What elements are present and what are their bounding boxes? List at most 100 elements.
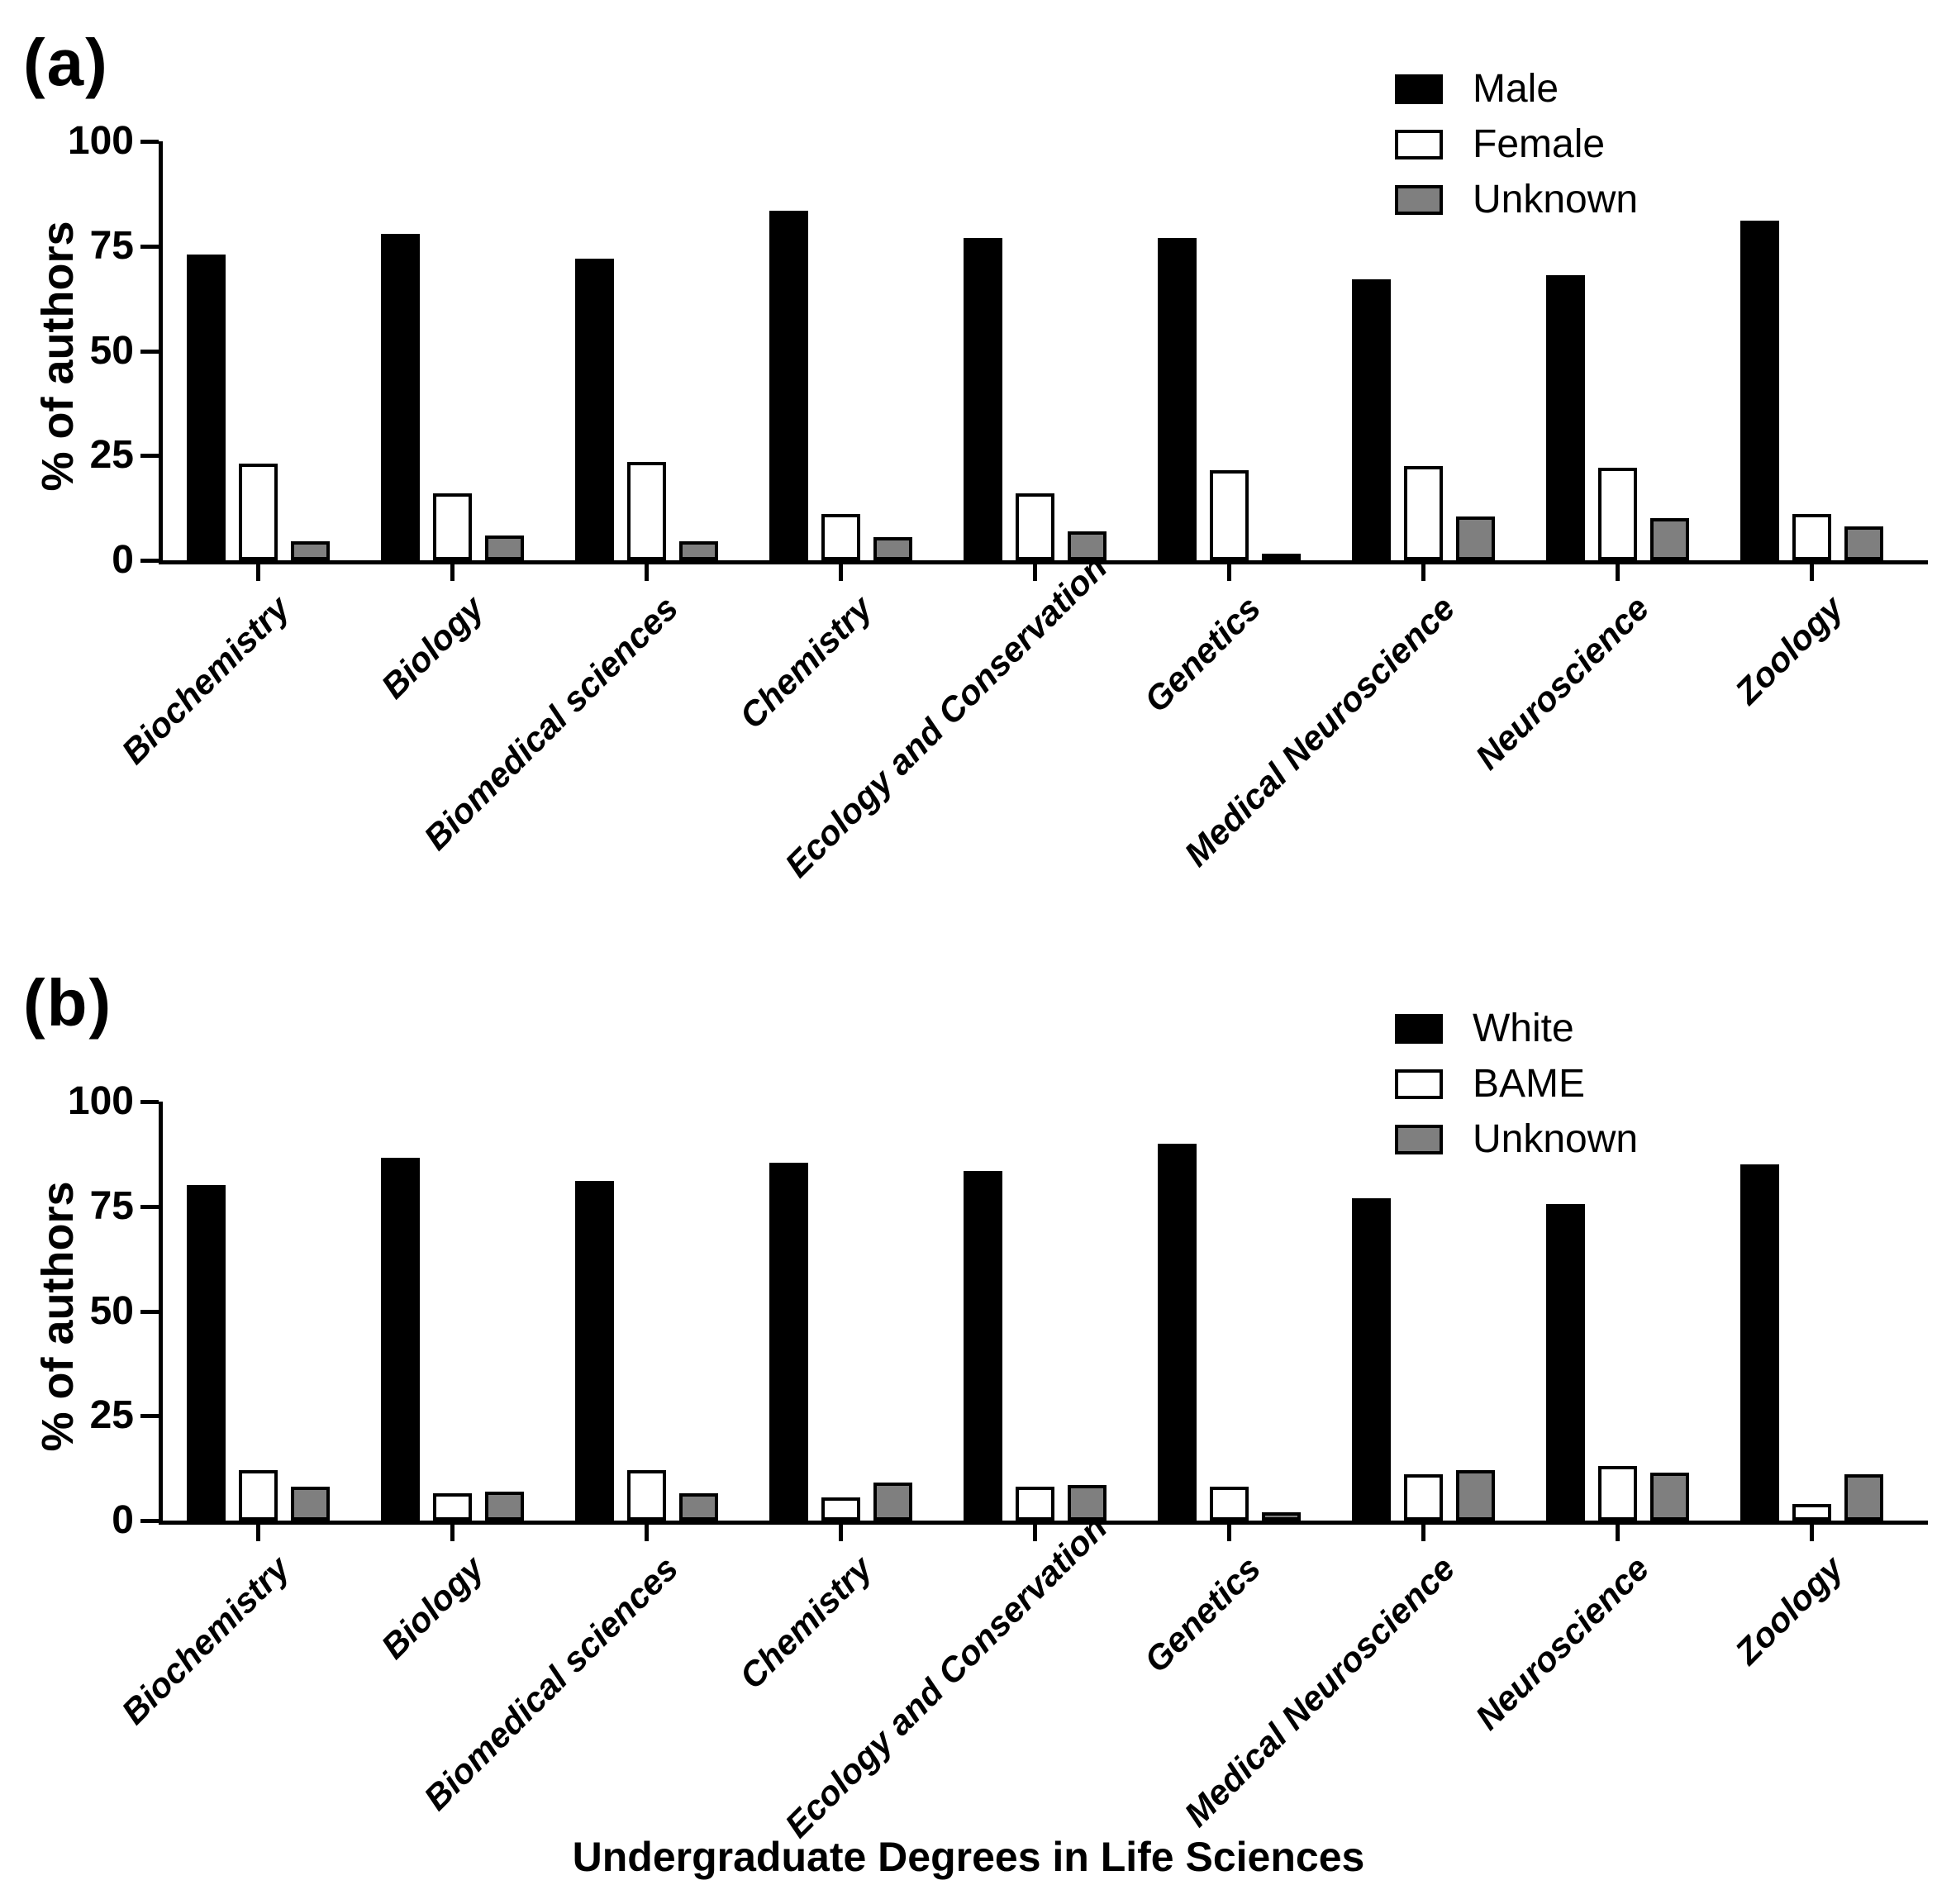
bar-bame-biomedical-sciences [626,1470,666,1521]
y-tick-label-100: 100 [67,119,134,163]
x-tick-mark [645,564,649,581]
legend-swatch-white [1395,1013,1443,1044]
x-tick-mark [1810,564,1814,581]
y-tick-label-25: 25 [89,433,134,478]
bar-male-biochemistry [186,254,226,560]
legend-label-female: Female [1473,122,1606,166]
bar-unknown-medical-neuroscience [1455,1470,1495,1521]
x-tick-mark [1227,564,1231,581]
bar-unknown-biomedical-sciences [678,1493,718,1521]
bar-white-biomedical-sciences [574,1181,614,1521]
y-tick-label-75: 75 [89,223,134,268]
bar-female-biomedical-sciences [626,461,666,560]
bar-male-zoology [1739,221,1779,560]
y-tick-label-100: 100 [67,1079,134,1123]
legend-row-bame: BAME [1395,1061,1585,1107]
bar-bame-zoology [1792,1503,1831,1521]
bar-unknown-chemistry [873,1483,912,1521]
x-tick-mark [1421,564,1425,581]
y-tick-label-50: 50 [89,1288,134,1333]
legend-swatch-unknown [1395,184,1443,215]
bar-unknown-biochemistry [290,1487,330,1521]
bar-unknown-biochemistry [290,541,330,560]
legend-swatch-female [1395,129,1443,159]
bar-female-biology [432,493,472,560]
y-tick-label-0: 0 [112,1498,134,1542]
legend-label-bame: BAME [1473,1062,1586,1106]
bar-bame-neuroscience [1597,1466,1637,1521]
y-tick-mark-25 [140,454,159,459]
bar-bame-chemistry [821,1497,860,1521]
x-tick-mark [1421,1525,1425,1541]
bar-white-zoology [1739,1164,1779,1521]
legend-label-unknown: Unknown [1473,1117,1639,1161]
bar-unknown-biology [484,1491,524,1521]
y-tick-label-75: 75 [89,1183,134,1228]
bar-female-medical-neuroscience [1403,465,1443,560]
legend-label-white: White [1473,1007,1574,1050]
panel-a-plot-area [159,141,1928,564]
bar-unknown-medical-neuroscience [1455,516,1495,560]
bar-unknown-zoology [1844,526,1883,560]
x-tick-mark [450,1525,455,1541]
y-tick-label-25: 25 [89,1393,134,1438]
y-tick-mark-25 [140,1414,159,1419]
bar-bame-biochemistry [238,1470,278,1521]
legend-row-unknown: Unknown [1395,1116,1638,1162]
x-tick-mark [839,1525,843,1541]
bar-bame-medical-neuroscience [1403,1474,1443,1521]
x-tick-mark [256,564,260,581]
bar-unknown-biology [484,535,524,560]
bar-female-ecology-and-conservation [1015,493,1054,560]
bar-female-biochemistry [238,464,278,560]
bar-bame-genetics [1209,1487,1249,1521]
bar-unknown-ecology-and-conservation [1067,1484,1107,1521]
legend-row-female: Female [1395,121,1605,167]
bar-unknown-neuroscience [1649,1472,1689,1521]
bar-white-neuroscience [1545,1204,1585,1521]
panel-a-label: (a) [23,26,109,99]
bar-unknown-genetics [1261,554,1301,561]
y-tick-mark-50 [140,1309,159,1314]
legend-row-male: Male [1395,66,1559,112]
panel-b-label: (b) [23,966,113,1040]
bar-unknown-biomedical-sciences [678,541,718,560]
bar-male-neuroscience [1545,275,1585,560]
bar-male-genetics [1157,237,1197,560]
x-tick-mark [1033,1525,1037,1541]
legend-label-male: Male [1473,67,1559,111]
bar-male-biology [380,233,420,560]
x-tick-mark [645,1525,649,1541]
bar-female-genetics [1209,469,1249,560]
y-tick-mark-100 [140,140,159,144]
y-tick-mark-100 [140,1100,159,1104]
x-tick-mark [256,1525,260,1541]
bar-unknown-genetics [1261,1511,1301,1521]
x-tick-mark [1033,564,1037,581]
legend-swatch-unknown [1395,1124,1443,1154]
panel-b-plot-area [159,1102,1928,1525]
y-tick-mark-75 [140,1204,159,1209]
bar-white-biology [380,1158,420,1521]
x-tick-mark [1616,1525,1620,1541]
bar-male-ecology-and-conservation [963,237,1002,560]
bar-male-chemistry [769,210,808,560]
bar-unknown-chemistry [873,537,912,560]
legend-swatch-male [1395,74,1443,104]
legend-label-unknown: Unknown [1473,178,1639,221]
bar-white-ecology-and-conservation [963,1170,1002,1521]
y-tick-mark-75 [140,244,159,249]
y-tick-label-0: 0 [112,538,134,582]
bar-white-genetics [1157,1143,1197,1521]
x-tick-mark [1227,1525,1231,1541]
bar-white-medical-neuroscience [1351,1197,1391,1521]
x-tick-mark [1810,1525,1814,1541]
x-axis-title: Undergraduate Degrees in Life Sciences [572,1834,1365,1880]
bar-unknown-neuroscience [1649,518,1689,560]
bar-white-biochemistry [186,1185,226,1521]
bar-male-medical-neuroscience [1351,279,1391,560]
bar-unknown-ecology-and-conservation [1067,531,1107,560]
bar-white-chemistry [769,1162,808,1521]
y-tick-label-50: 50 [89,328,134,373]
bar-female-neuroscience [1597,468,1637,560]
